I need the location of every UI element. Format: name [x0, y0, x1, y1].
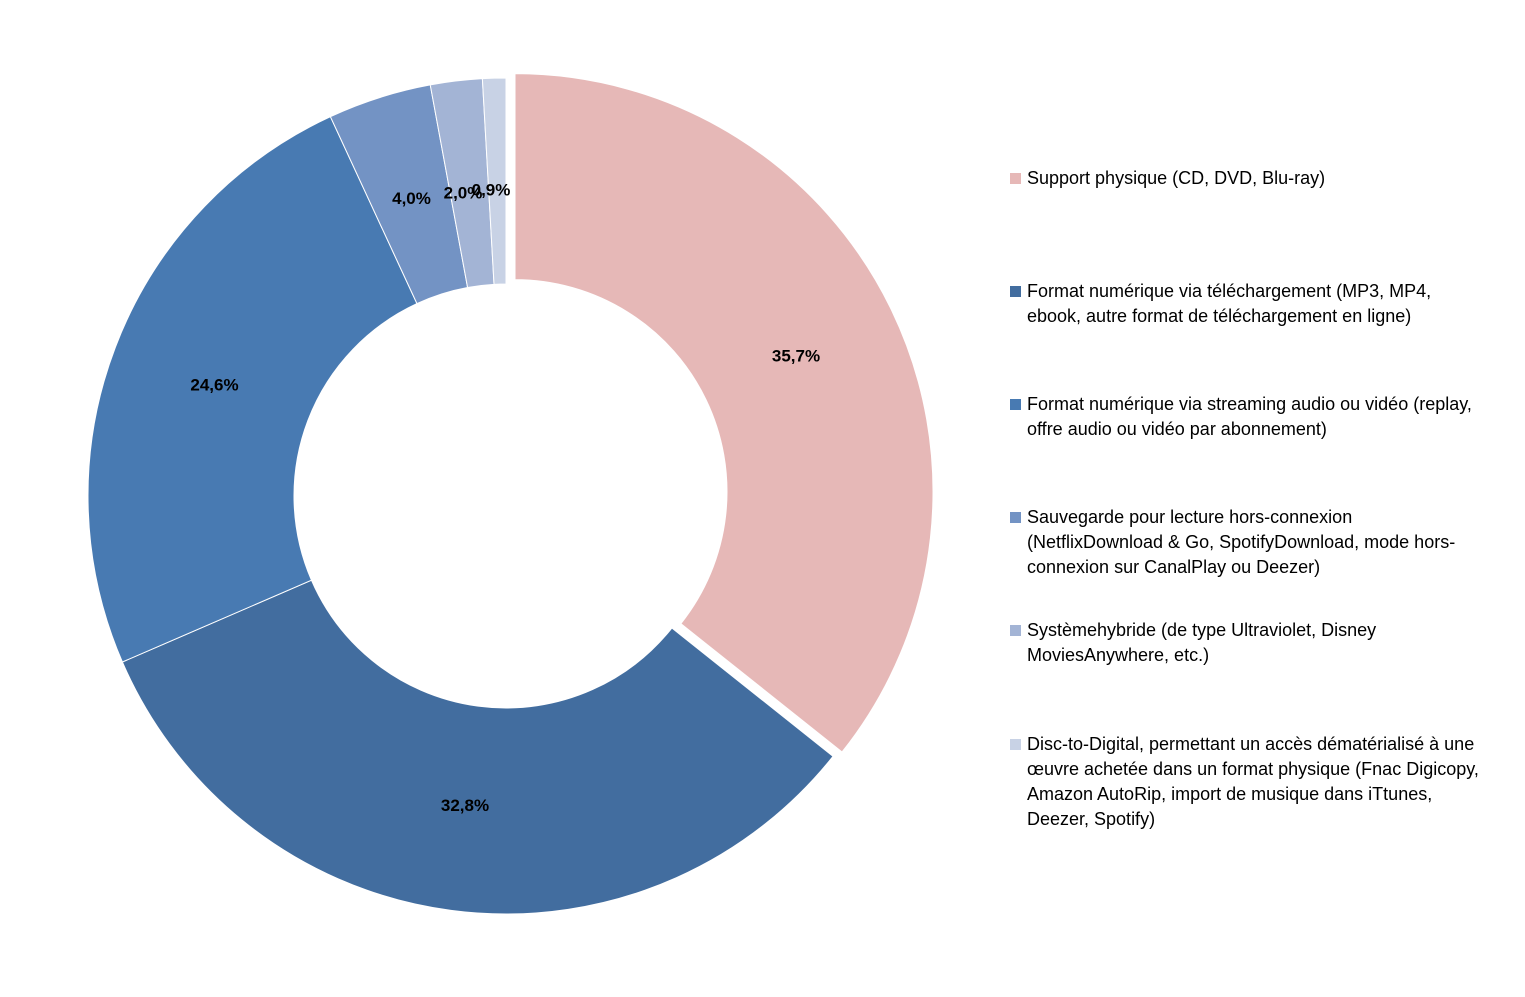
legend-label-line: Support physique (CD, DVD, Blu-ray)	[1027, 168, 1326, 188]
legend-label-line: Sauvegarde pour lecture hors-connexion	[1027, 507, 1353, 527]
donut-slices	[87, 73, 934, 915]
legend-label: Format numérique via téléchargement (MP3…	[1027, 279, 1510, 329]
slice-value-label-5: 2,0%	[444, 184, 483, 203]
donut-slice-6	[481, 77, 507, 285]
legend-label-line: Format numérique via téléchargement (MP3…	[1027, 281, 1432, 301]
legend-label: Systèmehybride (de type Ultraviolet, Dis…	[1027, 618, 1510, 668]
slice-value-label-1: 35,7%	[772, 347, 820, 366]
legend-swatch	[1010, 625, 1021, 636]
legend-label: Disc-to-Digital, permettant un accès dém…	[1027, 732, 1510, 832]
donut-slice-1	[514, 73, 934, 753]
slice-value-label-4: 4,0%	[392, 189, 431, 208]
legend-swatch	[1010, 173, 1021, 184]
legend-label: Support physique (CD, DVD, Blu-ray)	[1027, 166, 1510, 191]
legend-swatch	[1010, 399, 1021, 410]
legend-label-line: Deezer, Spotify)	[1027, 809, 1156, 829]
legend-label-line: MoviesAnywhere, etc.)	[1027, 645, 1210, 665]
legend-swatch	[1010, 512, 1021, 523]
legend-label: Format numérique via streaming audio ou …	[1027, 392, 1510, 442]
legend-label-line: Disc-to-Digital, permettant un accès dém…	[1027, 734, 1475, 754]
legend-swatch	[1010, 286, 1021, 297]
legend-label-line: (NetflixDownload & Go, SpotifyDownload, …	[1027, 532, 1456, 552]
slice-value-label-3: 24,6%	[190, 375, 238, 394]
legend-label: Sauvegarde pour lecture hors-connexion (N…	[1027, 505, 1510, 580]
legend-label-line: offre audio ou vidéo par abonnement)	[1027, 419, 1327, 439]
slice-value-label-6: 0,9%	[472, 181, 511, 200]
legend-label-line: connexion sur CanalPlay ou Deezer)	[1027, 557, 1321, 577]
legend-label-line: Format numérique via streaming audio ou …	[1027, 394, 1472, 414]
slice-value-label-2: 32,8%	[441, 796, 489, 815]
donut-slice-2	[121, 579, 834, 915]
legend-label-line: Amazon AutoRip, import de musique dans i…	[1027, 784, 1433, 804]
donut-slice-3	[87, 116, 418, 663]
legend-swatch	[1010, 739, 1021, 750]
donut-value-labels: 35,7% 32,8% 24,6% 4,0% 2,0%0,9%	[190, 181, 820, 815]
legend-label-line: Systèmehybride (de type Ultraviolet, Dis…	[1027, 620, 1377, 640]
legend-label-line: ebook, autre format de téléchargement en…	[1027, 306, 1412, 326]
legend-label-line: œuvre achetée dans un format physique (F…	[1027, 759, 1479, 779]
